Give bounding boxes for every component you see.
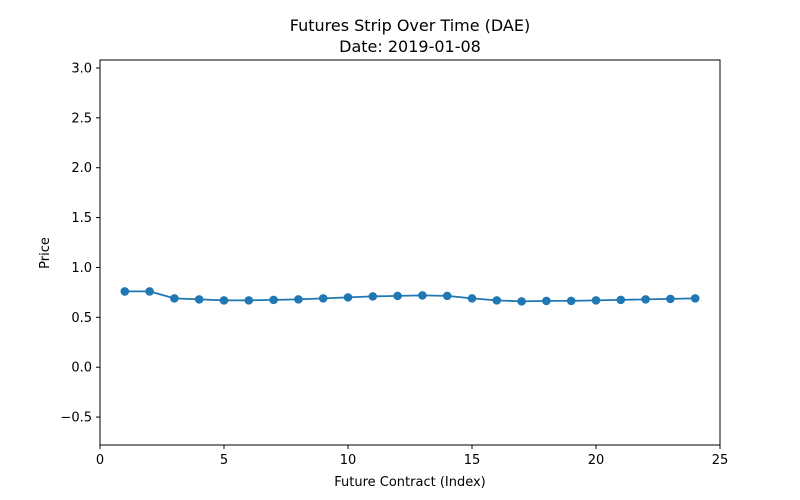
y-axis-label: Price (38, 237, 53, 269)
data-point (641, 295, 650, 304)
x-tick-label: 5 (220, 453, 228, 468)
data-point (690, 294, 700, 303)
y-tick-label: −0.5 (60, 411, 92, 426)
y-tick-label: 0.0 (71, 361, 92, 376)
x-axis-ticks: 0 5 10 15 20 25 (96, 445, 728, 468)
data-point (616, 295, 626, 305)
data-point (219, 296, 229, 305)
data-point (318, 294, 328, 303)
chart-subtitle: Date: 2019-01-08 (339, 37, 481, 56)
data-point (591, 296, 601, 305)
y-tick-label: 2.5 (71, 111, 92, 126)
x-tick-label: 15 (464, 453, 481, 468)
data-point (120, 287, 130, 296)
data-point (467, 294, 477, 303)
x-tick-label: 20 (588, 453, 605, 468)
y-axis-ticks: −0.5 0.0 0.5 1.0 1.5 2.0 2.5 3.0 (60, 61, 100, 426)
plot-frame (99, 59, 721, 446)
data-point (294, 295, 303, 304)
x-axis-label: Future Contract (Index) (334, 475, 486, 490)
data-point (170, 294, 179, 303)
y-tick-label: 2.0 (71, 161, 92, 176)
data-point (269, 295, 278, 305)
data-point (244, 296, 254, 305)
chart-title: Futures Strip Over Time (DAE) (290, 16, 530, 35)
data-point (542, 296, 551, 306)
data-point (517, 297, 526, 306)
data-point (393, 291, 402, 301)
data-point (145, 287, 154, 296)
y-tick-label: 0.5 (71, 311, 92, 326)
data-point (194, 295, 204, 304)
data-point (666, 294, 675, 304)
data-point (418, 291, 427, 300)
x-tick-label: 10 (340, 453, 357, 468)
y-tick-label: 1.0 (71, 261, 92, 276)
x-tick-label: 25 (712, 453, 729, 468)
data-point (442, 291, 452, 301)
x-tick-label: 0 (96, 453, 104, 468)
y-tick-label: 3.0 (71, 61, 92, 76)
data-point (566, 296, 576, 306)
data-point (492, 296, 502, 305)
data-point (368, 292, 378, 301)
series-layer (120, 287, 700, 306)
y-tick-label: 1.5 (71, 211, 92, 226)
data-point (343, 293, 353, 302)
